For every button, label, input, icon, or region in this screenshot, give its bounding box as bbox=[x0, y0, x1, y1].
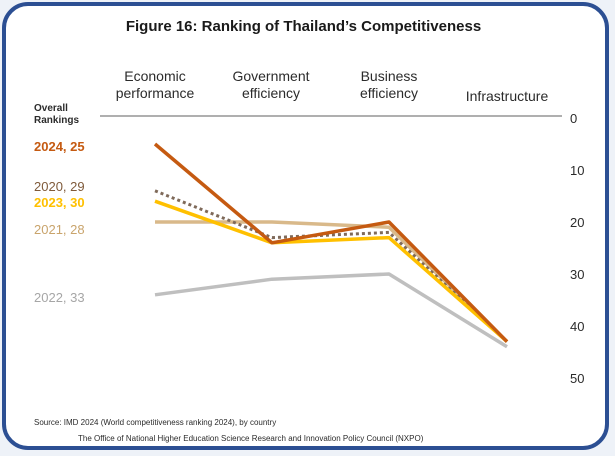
series-line-2020 bbox=[154, 189, 509, 343]
series-label-2024: 2024, 25 bbox=[34, 139, 85, 154]
series-label-2020: 2020, 29 bbox=[34, 179, 85, 194]
y-tick-label: 40 bbox=[570, 319, 584, 334]
overall-rankings-label: Overall Rankings bbox=[34, 103, 80, 126]
category-label-government: Government efficiency bbox=[232, 68, 310, 101]
y-tick-label: 30 bbox=[570, 267, 584, 282]
series-line-2022 bbox=[154, 272, 508, 349]
series-label-2022: 2022, 33 bbox=[34, 290, 85, 305]
y-tick-label: 20 bbox=[570, 215, 584, 230]
chart-title: Figure 16: Ranking of Thailand’s Competi… bbox=[125, 18, 482, 35]
organization-note: The Office of National Higher Education … bbox=[78, 434, 424, 443]
category-label-infrastructure: Infrastructure bbox=[465, 88, 549, 104]
y-tick-label: 50 bbox=[570, 371, 584, 386]
series-line-2023 bbox=[154, 199, 509, 343]
category-label-business: Business efficiency bbox=[359, 68, 419, 101]
y-tick-label: 10 bbox=[570, 163, 584, 178]
figure-frame bbox=[2, 2, 609, 450]
series-label-2023: 2023, 30 bbox=[34, 195, 85, 210]
category-label-economic: Economic performance bbox=[115, 68, 195, 101]
source-note: Source: IMD 2024 (World competitiveness … bbox=[34, 418, 277, 427]
y-tick-label: 0 bbox=[570, 111, 577, 126]
series-line-2024 bbox=[153, 142, 509, 343]
series-label-2021: 2021, 28 bbox=[34, 222, 85, 237]
